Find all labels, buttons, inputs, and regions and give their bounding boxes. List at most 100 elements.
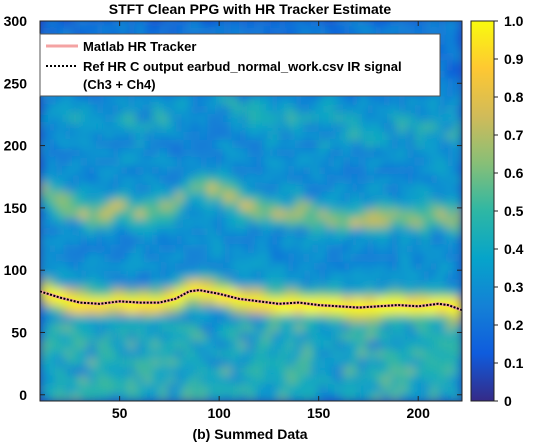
heatmap-cell: [390, 296, 399, 306]
heatmap-cell: [207, 25, 216, 36]
heatmap-cell: [454, 383, 462, 393]
heatmap-cell: [215, 348, 224, 358]
heatmap-cell: [382, 174, 391, 184]
heatmap-cell: [382, 252, 391, 263]
heatmap-cell: [103, 305, 113, 315]
heatmap-cell: [294, 113, 304, 123]
heatmap-cell: [350, 113, 360, 123]
heatmap-cell: [47, 235, 57, 245]
heatmap-cell: [270, 130, 280, 140]
heatmap-cell: [151, 113, 161, 123]
heatmap-cell: [55, 383, 65, 393]
heatmap-cell: [135, 165, 145, 175]
heatmap-cell: [438, 60, 447, 71]
heatmap-cell: [207, 313, 216, 324]
heatmap-cell: [446, 21, 455, 27]
heatmap-cell: [430, 348, 439, 358]
heatmap-cell: [223, 374, 232, 385]
heatmap-cell: [79, 174, 89, 184]
heatmap-cell: [40, 296, 49, 306]
heatmap-cell: [270, 104, 280, 114]
heatmap-cell: [207, 156, 216, 167]
heatmap-cell: [294, 305, 304, 315]
heatmap-cell: [270, 113, 280, 123]
heatmap-cell: [199, 261, 208, 271]
heatmap-cell: [127, 226, 137, 236]
heatmap-cell: [366, 348, 376, 358]
heatmap-cell: [446, 278, 455, 289]
heatmap-cell: [239, 252, 248, 263]
heatmap-cell: [127, 165, 137, 175]
heatmap-cell: [318, 174, 328, 184]
heatmap-cell: [119, 383, 129, 393]
heatmap-cell: [79, 270, 89, 280]
heatmap-cell: [239, 244, 248, 254]
heatmap-cell: [358, 296, 368, 306]
heatmap-cell: [390, 25, 399, 36]
heatmap-cell: [71, 278, 81, 289]
heatmap-cell: [119, 148, 129, 158]
heatmap-cell: [422, 209, 431, 219]
heatmap-cell: [207, 139, 216, 149]
heatmap-cell: [414, 200, 423, 210]
heatmap-cell: [390, 392, 399, 401]
heatmap-cell: [175, 278, 184, 289]
heatmap-cell: [454, 348, 462, 358]
heatmap-cell: [207, 200, 216, 210]
heatmap-cell: [159, 244, 168, 254]
heatmap-cell: [175, 348, 184, 358]
heatmap-cell: [350, 305, 360, 315]
heatmap-cell: [63, 331, 73, 341]
heatmap-cell: [422, 21, 431, 27]
heatmap-cell: [286, 270, 296, 280]
heatmap-cell: [438, 52, 447, 62]
heatmap-cell: [446, 43, 455, 53]
heatmap-cell: [430, 182, 439, 193]
heatmap-cell: [358, 270, 368, 280]
heatmap-cell: [334, 156, 344, 167]
heatmap-cell: [358, 121, 368, 132]
heatmap-cell: [430, 165, 439, 175]
heatmap-cell: [294, 139, 304, 149]
heatmap-cell: [406, 313, 415, 324]
heatmap-cell: [40, 217, 49, 228]
heatmap-cell: [350, 374, 360, 385]
heatmap-cell: [143, 357, 153, 367]
heatmap-cell: [47, 130, 57, 140]
heatmap-cell: [239, 226, 248, 236]
heatmap-cell: [207, 113, 216, 123]
heatmap-cell: [175, 226, 184, 236]
heatmap-cell: [414, 165, 423, 175]
heatmap-cell: [215, 287, 224, 297]
heatmap-cell: [270, 25, 280, 36]
heatmap-cell: [342, 21, 352, 27]
heatmap-cell: [286, 148, 296, 158]
heatmap-cell: [175, 200, 184, 210]
heatmap-cell: [71, 270, 81, 280]
heatmap-cell: [366, 130, 376, 140]
heatmap-cell: [199, 209, 208, 219]
heatmap-cell: [151, 252, 161, 263]
heatmap-cell: [342, 104, 352, 114]
heatmap-cell: [239, 287, 248, 297]
heatmap-cell: [414, 95, 423, 106]
heatmap-cell: [47, 392, 57, 401]
heatmap-cell: [302, 200, 312, 210]
heatmap-cell: [446, 139, 455, 149]
heatmap-cell: [374, 113, 383, 123]
heatmap-cell: [398, 130, 407, 140]
heatmap-cell: [71, 331, 81, 341]
heatmap-cell: [406, 322, 415, 332]
heatmap-cell: [135, 104, 145, 114]
heatmap-cell: [247, 104, 256, 114]
heatmap-cell: [183, 226, 192, 236]
heatmap-cell: [167, 366, 176, 376]
heatmap-cell: [223, 156, 232, 167]
heatmap-cell: [334, 322, 344, 332]
heatmap-cell: [446, 200, 455, 210]
heatmap-cell: [454, 235, 462, 245]
heatmap-cell: [430, 261, 439, 271]
heatmap-cell: [374, 296, 383, 306]
heatmap-cell: [63, 226, 73, 236]
heatmap-cell: [350, 104, 360, 114]
